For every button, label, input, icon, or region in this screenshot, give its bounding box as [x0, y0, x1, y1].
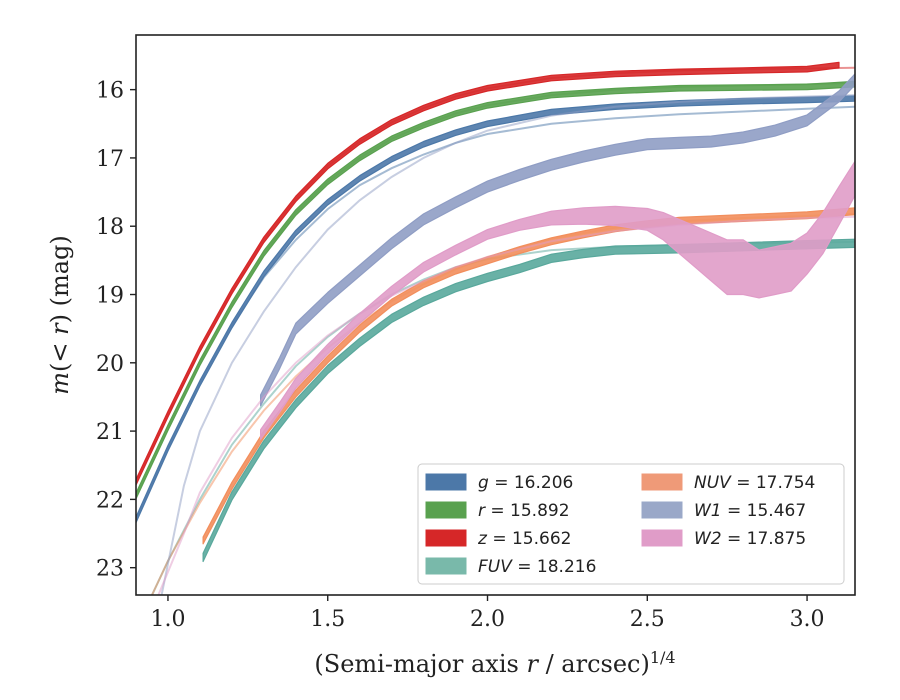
- legend-label-r: r = 15.892: [478, 501, 570, 521]
- x-tick-label: 2.0: [470, 607, 505, 632]
- series-g-model: [136, 105, 855, 521]
- legend-label-z: z = 15.662: [477, 529, 571, 549]
- x-tick-label: 1.0: [150, 607, 185, 632]
- series-w1-measured-band: [260, 73, 855, 407]
- legend-swatch-g: [425, 473, 467, 491]
- y-tick-label: 18: [96, 215, 124, 240]
- ticks-layer: 1.0 1.5 2.0 2.5 3.0 16 17 18 19 20 21 22 23: [96, 79, 825, 632]
- x-tick-label: 3.0: [790, 607, 825, 632]
- legend-label-w2: W2 = 17.875: [694, 529, 806, 549]
- legend-label-w1: W1 = 15.467: [694, 501, 806, 521]
- x-tick-label: 2.5: [630, 607, 665, 632]
- plot-frame: [135, 34, 856, 596]
- series-g-measured-band: [136, 95, 855, 524]
- y-tick-label: 19: [96, 284, 124, 309]
- series-r-measured-band: [136, 80, 855, 500]
- legend-swatch-nuv: [641, 473, 683, 491]
- x-axis-title: (Semi-major axis r / arcsec)1/4: [314, 648, 675, 679]
- series-w1-model: [160, 94, 855, 595]
- legend-box: [417, 463, 845, 585]
- legend-swatch-z: [425, 529, 467, 547]
- legend-swatch-fuv: [425, 557, 467, 575]
- legend-label-nuv: NUV = 17.754: [694, 473, 815, 493]
- series-z-measured-band: [136, 61, 840, 486]
- legend: g = 16.206 r = 15.892 z = 15.662 FUV = 18.2…: [417, 463, 845, 585]
- legend-label-fuv: FUV = 18.216: [478, 557, 596, 577]
- y-tick-label: 20: [96, 352, 124, 377]
- y-tick-label: 22: [96, 488, 124, 513]
- legend-swatch-r: [425, 501, 467, 519]
- series-nuv-measured-band: [202, 207, 855, 545]
- y-axis-title: m(< r) (mag): [46, 235, 74, 395]
- y-tick-label: 23: [96, 557, 124, 582]
- x-tick-label: 1.5: [310, 607, 345, 632]
- legend-swatch-w2: [641, 529, 683, 547]
- legend-swatch-w1: [641, 501, 683, 519]
- y-tick-label: 16: [96, 79, 124, 104]
- series-w2-measured-band: [260, 160, 855, 440]
- series-fuv-measured-band: [202, 238, 855, 563]
- legend-label-g: g = 16.206: [478, 473, 573, 493]
- y-tick-label: 21: [96, 420, 124, 445]
- series-layer: [136, 61, 855, 595]
- y-tick-label: 17: [96, 147, 124, 172]
